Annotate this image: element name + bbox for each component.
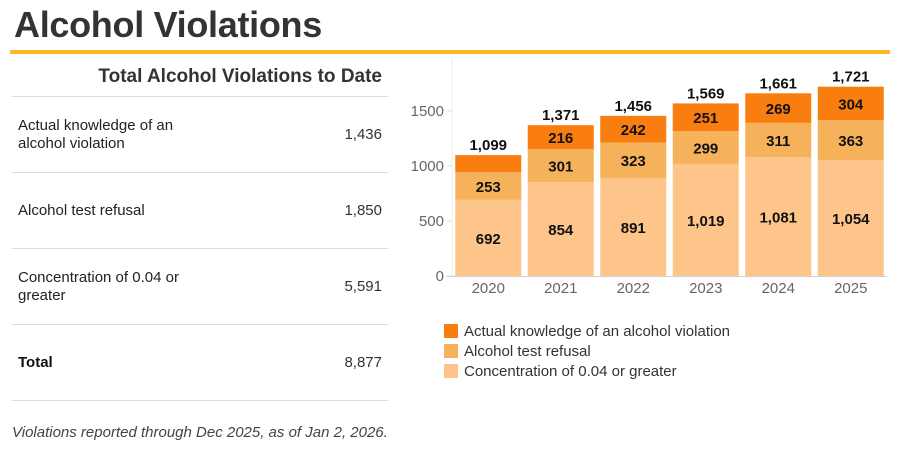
summary-row-label: Concentration of 0.04 or greater — [18, 268, 179, 304]
bar-total-label: 1,099 — [469, 137, 507, 154]
bar-segment — [745, 157, 812, 276]
summary-table: Total Alcohol Violations to Date Actual … — [12, 62, 388, 401]
bar-segment — [455, 172, 522, 200]
summary-total-label: Total — [18, 353, 53, 371]
y-tick-label: 500 — [419, 213, 444, 230]
chart-legend: Actual knowledge of an alcohol violation… — [444, 321, 730, 381]
legend-label: Concentration of 0.04 or greater — [464, 362, 677, 380]
x-tick-label: 2022 — [617, 280, 650, 297]
bar-total-label: 1,569 — [687, 85, 725, 102]
summary-row: Actual knowledge of an alcohol violation… — [12, 97, 388, 173]
title-divider — [10, 50, 890, 54]
bar-value-label: 253 — [476, 179, 501, 196]
bar-value-label: 299 — [693, 140, 718, 157]
legend-label: Actual knowledge of an alcohol violation — [464, 322, 731, 340]
bar-value-label: 891 — [621, 220, 646, 237]
legend-swatch — [444, 324, 458, 338]
bar-segment — [455, 155, 522, 173]
y-tick-label: 1000 — [411, 158, 444, 175]
bar-segment — [600, 142, 667, 178]
bar-value-label: 251 — [693, 110, 718, 127]
bar-segment — [600, 177, 667, 276]
bar-value-label: 854 — [548, 222, 574, 239]
bar-value-label: 242 — [621, 122, 646, 139]
bar-segment — [817, 86, 884, 121]
bar-value-label: 304 — [838, 96, 864, 113]
stacked-bar-chart: 0 500 1000 1500 692 253 1,099 2020 854 301 216 1,37… — [411, 58, 887, 297]
bar-segment — [672, 131, 739, 164]
bar-segment — [672, 163, 739, 276]
bar-segment — [455, 199, 522, 276]
footnote: Violations reported through Dec 2025, as… — [12, 424, 388, 441]
x-tick-label: 2021 — [544, 280, 577, 297]
bar-value-label: 692 — [476, 231, 501, 248]
bar-value-label: 301 — [548, 159, 573, 176]
bar-segment — [672, 103, 739, 132]
summary-row-value: 5,591 — [344, 278, 382, 295]
bar-value-label: 216 — [548, 130, 573, 147]
bar-value-label: 363 — [838, 133, 863, 150]
bar-total-label: 1,456 — [614, 98, 652, 115]
x-tick-label: 2025 — [834, 280, 867, 297]
bar-segment — [745, 122, 812, 158]
x-tick-label: 2023 — [689, 280, 722, 297]
summary-title: Total Alcohol Violations to Date — [12, 62, 388, 97]
bar-value-label: 1,019 — [687, 213, 725, 230]
bar-value-label: 1,081 — [759, 210, 797, 227]
bar-value-label: 269 — [766, 101, 791, 118]
bar-value-label: 1,054 — [832, 211, 870, 228]
summary-total-value: 8,877 — [344, 354, 382, 371]
bar-segment — [745, 93, 812, 123]
bar-segment — [817, 160, 884, 276]
bar-total-label: 1,721 — [832, 69, 870, 86]
bar-segment — [527, 182, 594, 276]
legend-swatch — [444, 364, 458, 378]
x-tick-label: 2020 — [472, 280, 505, 297]
bar-segment — [527, 148, 594, 183]
y-tick-label: 1500 — [411, 103, 444, 120]
bar-segment — [600, 115, 667, 143]
summary-total-row: Total 8,877 — [12, 325, 388, 401]
summary-row: Alcohol test refusal 1,850 — [12, 173, 388, 249]
bar-value-label: 311 — [766, 133, 790, 150]
page-title: Alcohol Violations — [14, 4, 322, 45]
bar-total-label: 1,371 — [542, 107, 580, 124]
y-tick-label: 0 — [436, 268, 444, 285]
summary-row-label: Alcohol test refusal — [18, 201, 145, 219]
legend-item[interactable]: Actual knowledge of an alcohol violation — [444, 321, 730, 341]
x-tick-label: 2024 — [762, 280, 795, 297]
legend-label: Alcohol test refusal — [464, 342, 591, 360]
legend-item[interactable]: Concentration of 0.04 or greater — [444, 361, 730, 381]
bar-segment — [527, 125, 594, 149]
legend-swatch — [444, 344, 458, 358]
legend-item[interactable]: Alcohol test refusal — [444, 341, 730, 361]
bar-value-label: 323 — [621, 153, 646, 170]
bar-segment — [817, 120, 884, 161]
summary-row-label: Actual knowledge of an alcohol violation — [18, 116, 174, 152]
summary-row-value: 1,436 — [344, 126, 382, 143]
summary-row: Concentration of 0.04 or greater 5,591 — [12, 249, 388, 325]
bar-total-label: 1,661 — [759, 75, 797, 92]
summary-row-value: 1,850 — [344, 202, 382, 219]
